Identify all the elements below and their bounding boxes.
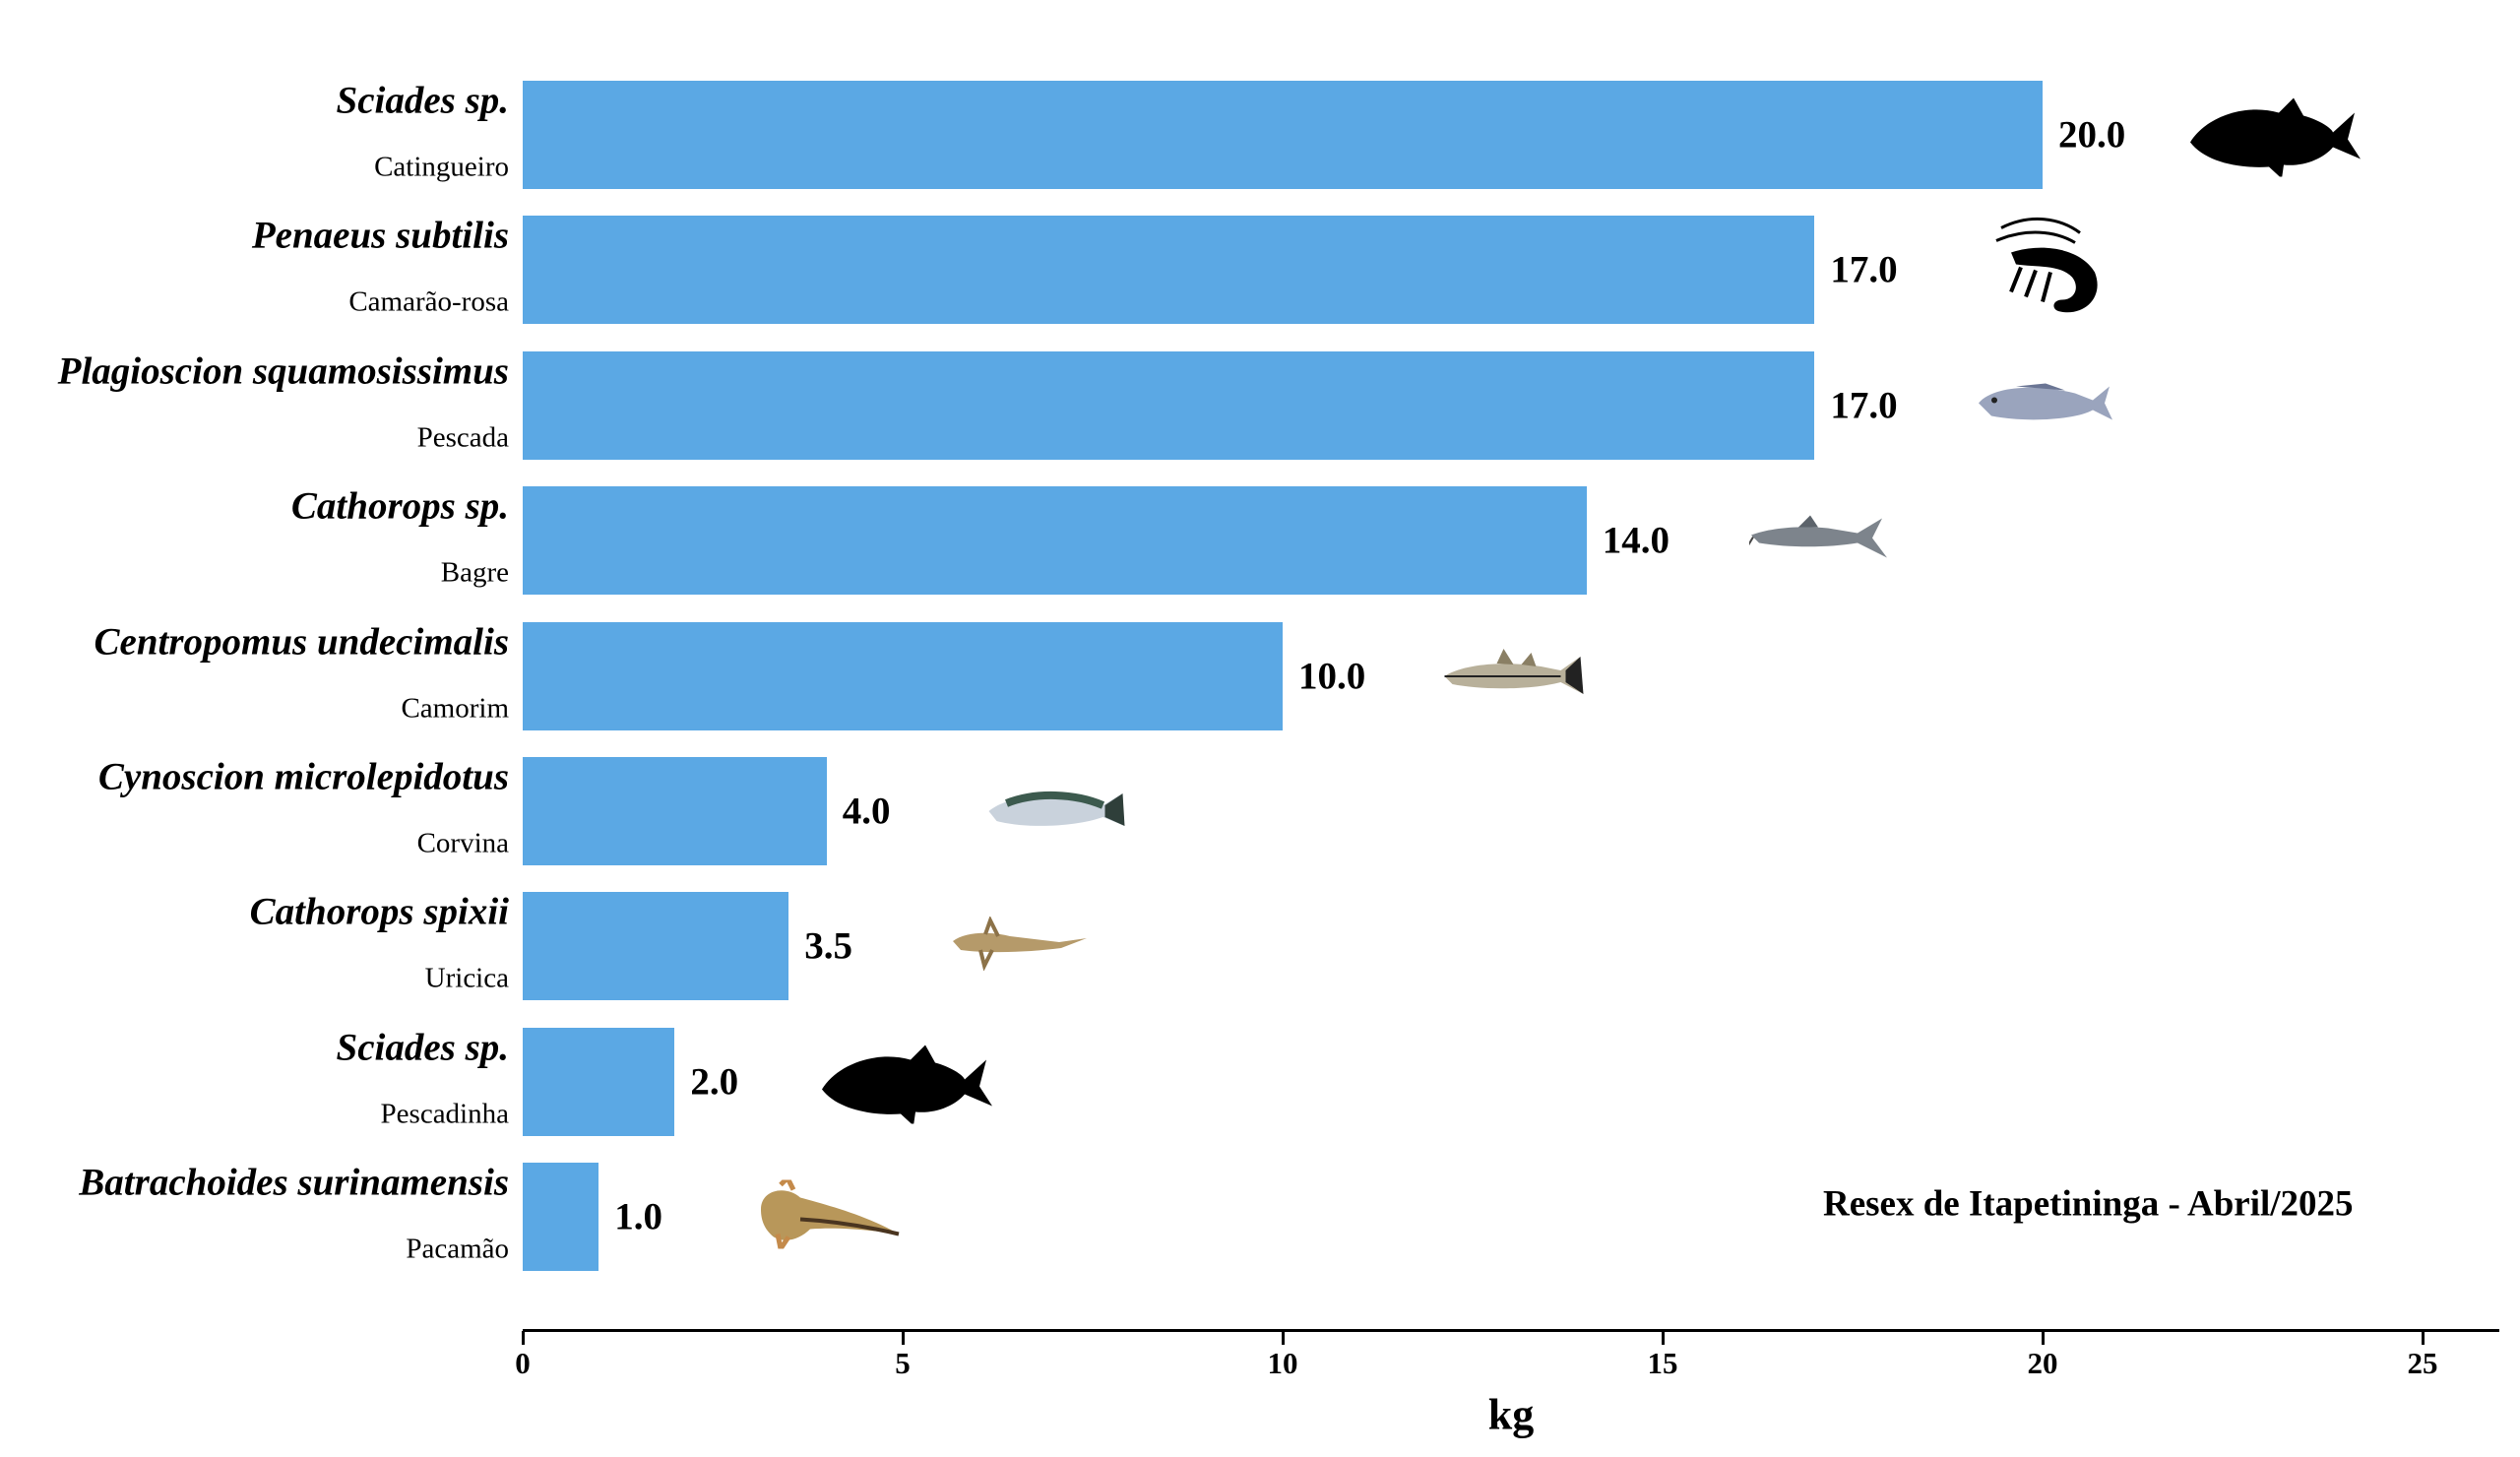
shrimp-silhouette-icon: [1982, 214, 2110, 327]
bar-value-label: 17.0: [1830, 384, 1898, 427]
category-common-name: Pacamão: [406, 1233, 509, 1265]
category-scientific-name: Batrachoides surinamensis: [79, 1161, 509, 1204]
x-tick-label: 20: [2027, 1346, 2058, 1380]
bar-value-label: 17.0: [1830, 248, 1898, 291]
category-common-name: Catingueiro: [374, 151, 509, 183]
bar-value-label: 3.5: [804, 924, 852, 968]
x-axis-line: [523, 1329, 2499, 1332]
bar-value-label: 10.0: [1298, 655, 1366, 698]
x-tick-mark: [1662, 1331, 1665, 1345]
category-scientific-name: Plagioscion squamosissimus: [57, 349, 509, 393]
x-tick-mark: [902, 1331, 905, 1345]
snook-fish-icon: [1443, 647, 1586, 706]
category-scientific-name: Cathorops sp.: [290, 484, 509, 528]
bar: [523, 216, 1815, 325]
x-tick-label: 5: [895, 1346, 911, 1380]
pescada-fish-icon: [1977, 378, 2114, 432]
toadfish-icon: [756, 1173, 904, 1256]
chart-annotation: Resex de Itapetininga - Abril/2025: [1823, 1183, 2354, 1225]
fish-silhouette-icon: [817, 1035, 994, 1128]
category-scientific-name: Penaeus subtilis: [251, 214, 509, 257]
uricica-catfish-icon: [951, 916, 1089, 976]
category-common-name: Camorim: [401, 692, 509, 725]
category-common-name: Corvina: [416, 827, 509, 859]
x-tick-label: 0: [515, 1346, 531, 1380]
bar-value-label: 14.0: [1602, 519, 1670, 562]
corvina-fish-icon: [986, 782, 1129, 841]
x-tick-mark: [2422, 1331, 2425, 1345]
category-scientific-name: Sciades sp.: [336, 1026, 510, 1069]
bar: [523, 486, 1587, 596]
category-common-name: Uricica: [424, 962, 509, 994]
bar-value-label: 2.0: [690, 1060, 739, 1104]
bar: [523, 892, 789, 1001]
category-scientific-name: Sciades sp.: [336, 79, 510, 122]
x-tick-mark: [1282, 1331, 1285, 1345]
bar: [523, 621, 1283, 730]
x-axis-label: kg: [1487, 1390, 1535, 1439]
category-scientific-name: Cynoscion microlepidotus: [97, 755, 509, 798]
bar: [523, 1163, 599, 1272]
catfish-icon: [1745, 514, 1887, 568]
bar: [523, 1027, 675, 1136]
category-scientific-name: Cathorops spixii: [249, 890, 509, 933]
bar-value-label: 4.0: [842, 790, 891, 833]
x-tick-label: 10: [1267, 1346, 1298, 1380]
x-tick-label: 15: [1647, 1346, 1678, 1380]
bar-value-label: 1.0: [614, 1195, 662, 1238]
x-tick-label: 25: [2407, 1346, 2438, 1380]
category-common-name: Pescadinha: [380, 1098, 509, 1130]
x-tick-mark: [522, 1331, 525, 1345]
bar-value-label: 20.0: [2058, 113, 2126, 157]
fish-silhouette-icon: [2185, 89, 2362, 182]
category-common-name: Pescada: [416, 421, 509, 454]
x-tick-mark: [2042, 1331, 2045, 1345]
category-scientific-name: Centropomus undecimalis: [94, 620, 510, 664]
bar: [523, 81, 2043, 189]
bar: [523, 350, 1815, 460]
category-common-name: Camarão-rosa: [348, 285, 509, 318]
bar: [523, 757, 827, 865]
category-common-name: Bagre: [440, 556, 509, 589]
